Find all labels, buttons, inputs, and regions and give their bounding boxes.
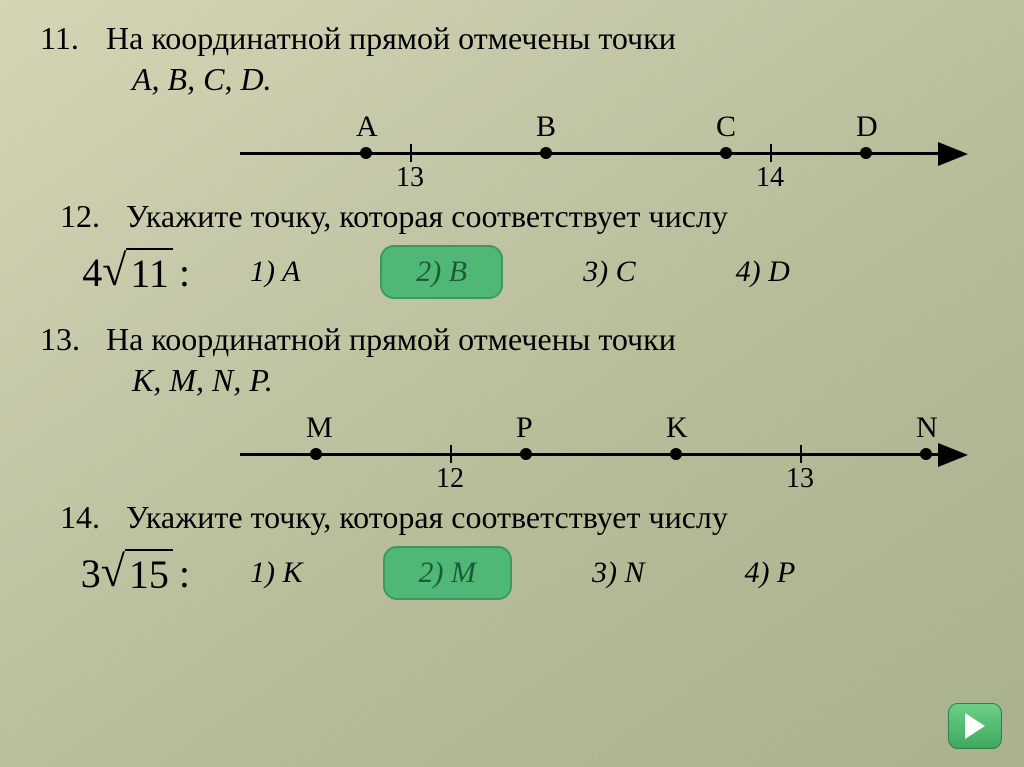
q12-expression: 4√11: xyxy=(40,247,190,298)
q14-expression: 3√15: xyxy=(40,548,190,599)
point-label: A xyxy=(356,110,378,144)
axis-arrow-icon xyxy=(938,142,968,166)
option-number: 2) xyxy=(416,255,449,288)
option-number: 1) xyxy=(250,255,282,288)
option-label: D xyxy=(768,255,790,288)
option-label: K xyxy=(283,556,303,589)
answer-option[interactable]: 1) A xyxy=(230,249,320,295)
option-number: 1) xyxy=(250,556,283,589)
q14-line: 14. Укажите точку, которая соответствует… xyxy=(60,499,984,536)
next-slide-button[interactable] xyxy=(948,703,1002,749)
point-label: N xyxy=(916,411,938,445)
q12-options: 1) A 2) B 3) C 4) D xyxy=(230,245,810,299)
point-label: K xyxy=(666,411,688,445)
q13-number: 13. xyxy=(40,321,98,358)
point-marker xyxy=(670,448,682,460)
tick-label: 13 xyxy=(396,162,424,194)
answer-option[interactable]: 3) N xyxy=(572,550,665,596)
point-label: D xyxy=(856,110,878,144)
answer-option[interactable]: 2) M xyxy=(383,546,513,600)
q12-number: 12. xyxy=(60,198,118,235)
colon: : xyxy=(179,550,190,597)
q11-points: A, B, C, D. xyxy=(132,61,984,98)
answer-option[interactable]: 4) D xyxy=(716,249,810,295)
q14-coeff: 3 xyxy=(81,550,101,597)
point-marker xyxy=(720,147,732,159)
point-label: M xyxy=(306,411,333,445)
slide-content: 11. На координатной прямой отмечены точк… xyxy=(0,0,1024,642)
tick-label: 12 xyxy=(436,463,464,495)
answer-option[interactable]: 3) C xyxy=(563,249,656,295)
q13-line: 13. На координатной прямой отмечены точк… xyxy=(40,321,984,358)
q14-radicand: 15 xyxy=(125,549,173,598)
option-number: 3) xyxy=(583,255,616,288)
q11-number: 11. xyxy=(40,20,98,57)
q11-text: На координатной прямой отмечены точки xyxy=(106,20,676,56)
q14-number: 14. xyxy=(60,499,118,536)
sqrt-icon: √ xyxy=(102,245,126,296)
option-label: B xyxy=(449,255,467,288)
axis-line xyxy=(240,453,940,456)
point-label: C xyxy=(716,110,736,144)
q13-numberline: MPKN1213 xyxy=(240,405,980,485)
colon: : xyxy=(179,249,190,296)
point-marker xyxy=(310,448,322,460)
axis-line xyxy=(240,152,940,155)
tick-mark xyxy=(770,144,772,162)
q11-line: 11. На координатной прямой отмечены точк… xyxy=(40,20,984,57)
point-label: B xyxy=(536,110,556,144)
answer-option[interactable]: 2) B xyxy=(380,245,503,299)
q14-answer-row: 3√15: 1) K 2) M 3) N 4) P xyxy=(40,546,984,600)
tick-label: 14 xyxy=(756,162,784,194)
axis-arrow-icon xyxy=(938,443,968,467)
tick-label: 13 xyxy=(786,463,814,495)
option-label: P xyxy=(777,556,795,589)
tick-mark xyxy=(450,445,452,463)
q12-coeff: 4 xyxy=(82,249,102,296)
q12-text: Укажите точку, которая соответствует чис… xyxy=(126,198,728,234)
option-label: A xyxy=(282,255,300,288)
option-label: C xyxy=(616,255,636,288)
tick-mark xyxy=(410,144,412,162)
q13-text: На координатной прямой отмечены точки xyxy=(106,321,676,357)
sqrt-icon: √ xyxy=(101,546,125,597)
q12-line: 12. Укажите точку, которая соответствует… xyxy=(60,198,984,235)
q12-radicand: 11 xyxy=(126,248,173,297)
point-marker xyxy=(540,147,552,159)
q14-text: Укажите точку, которая соответствует чис… xyxy=(126,499,728,535)
q14-options: 1) K 2) M 3) N 4) P xyxy=(230,546,815,600)
option-number: 4) xyxy=(736,255,769,288)
option-label: M xyxy=(451,556,476,589)
answer-option[interactable]: 1) K xyxy=(230,550,323,596)
option-number: 2) xyxy=(419,556,452,589)
point-marker xyxy=(520,448,532,460)
option-number: 3) xyxy=(592,556,625,589)
option-label: N xyxy=(625,556,645,589)
tick-mark xyxy=(800,445,802,463)
point-marker xyxy=(920,448,932,460)
answer-option[interactable]: 4) P xyxy=(725,550,816,596)
point-label: P xyxy=(516,411,533,445)
point-marker xyxy=(360,147,372,159)
q12-answer-row: 4√11: 1) A 2) B 3) C 4) D xyxy=(40,245,984,299)
q11-numberline: ABCD1314 xyxy=(240,104,980,184)
point-marker xyxy=(860,147,872,159)
q13-points: K, M, N, P. xyxy=(132,362,984,399)
option-number: 4) xyxy=(745,556,778,589)
